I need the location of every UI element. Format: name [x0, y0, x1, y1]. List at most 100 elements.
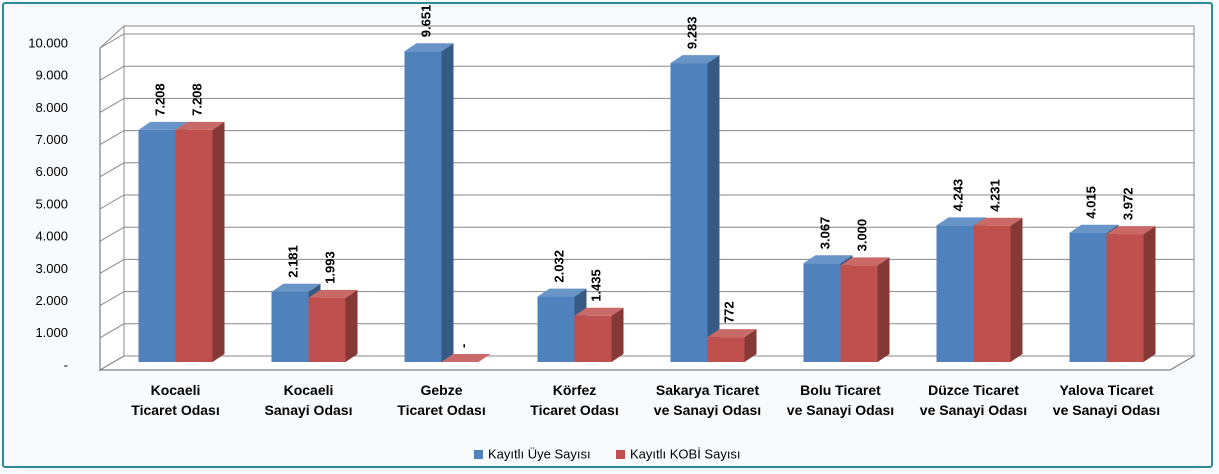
- bar-top: [138, 121, 188, 130]
- bar-top: [404, 43, 454, 52]
- bar: [707, 329, 757, 362]
- y-tick-label: 10.000: [28, 35, 68, 50]
- x-tick-label: Körfez Ticaret Odası: [530, 382, 619, 418]
- bar: [441, 354, 491, 362]
- grid-line: [99, 226, 1194, 242]
- y-tick-label: 6.000: [35, 164, 68, 179]
- bar-top: [707, 329, 757, 338]
- bar: [574, 307, 624, 362]
- bar-side: [877, 257, 890, 362]
- grid-line: [99, 130, 1194, 146]
- y-tick-label: 2.000: [35, 293, 68, 308]
- bar-front: [803, 263, 841, 362]
- grid-line: [99, 65, 1194, 81]
- y-tick-label: -: [64, 357, 68, 372]
- value-label: 2.181: [285, 245, 300, 278]
- x-tick-label: Kocaeli Ticaret Odası: [131, 382, 220, 418]
- value-label: 7.208: [189, 83, 204, 116]
- grid-line: [99, 97, 1194, 113]
- bar-front: [1069, 232, 1107, 362]
- bar-front: [308, 297, 346, 362]
- x-tick-label: Sakarya Ticaret ve Sanayi Odası: [653, 382, 762, 418]
- value-label: 9.651: [418, 5, 433, 38]
- bar-front: [574, 315, 612, 362]
- bar-top: [308, 289, 358, 298]
- bar-side: [441, 43, 454, 363]
- bar-side: [212, 121, 225, 362]
- y-tick-label: 3.000: [35, 261, 68, 276]
- bar-front: [670, 63, 708, 362]
- value-label: 4.015: [1083, 186, 1098, 219]
- value-label: 3.067: [817, 217, 832, 250]
- x-tick-label: Düzce Ticaret ve Sanayi Odası: [919, 382, 1028, 418]
- bar-front: [840, 265, 878, 362]
- value-label: 4.243: [950, 179, 965, 212]
- value-label: 3.972: [1120, 188, 1135, 221]
- x-tick-label: Kocaeli Sanayi Odası: [264, 382, 353, 418]
- x-tick-label: Gebze Ticaret Odası: [397, 382, 486, 418]
- grid-line: [99, 162, 1194, 178]
- bar: [308, 289, 358, 362]
- x-tick-label: Yalova Ticaret ve Sanayi Odası: [1052, 382, 1161, 418]
- value-label: 772: [721, 301, 736, 323]
- bar-side: [345, 289, 358, 362]
- bar-side: [1143, 226, 1156, 362]
- value-label: 1.435: [588, 269, 603, 302]
- y-tick-label: 4.000: [35, 229, 68, 244]
- bar: [175, 121, 225, 362]
- bar-front: [936, 225, 974, 362]
- legend-swatch: [616, 450, 625, 459]
- bar-side: [1010, 217, 1023, 362]
- value-label: 1.993: [322, 251, 337, 284]
- bar: [404, 43, 454, 363]
- bar-side: [707, 55, 720, 362]
- bar-front: [175, 129, 213, 362]
- bar-top: [537, 288, 587, 297]
- bar: [670, 55, 720, 362]
- bar-front: [707, 337, 745, 362]
- bar-side: [611, 307, 624, 362]
- value-label: -: [455, 344, 470, 348]
- legend-label: Kayıtlı KOBİ Sayısı: [630, 446, 741, 461]
- value-label: 3.000: [854, 219, 869, 252]
- bar-top: [271, 283, 321, 292]
- bar-top: [1106, 226, 1156, 235]
- floor: [98, 355, 1196, 371]
- value-label: 2.032: [551, 250, 566, 283]
- bar-front: [973, 225, 1011, 362]
- bar: [840, 257, 890, 362]
- value-label: 4.231: [987, 179, 1002, 212]
- bar-top: [574, 307, 624, 316]
- bar: [1106, 226, 1156, 362]
- y-tick-label: 7.000: [35, 132, 68, 147]
- x-tick-label: Bolu Ticaret ve Sanayi Odası: [786, 382, 895, 418]
- bar-top: [441, 354, 491, 362]
- legend-swatch: [474, 450, 483, 459]
- bar: [973, 217, 1023, 362]
- bar-top: [670, 55, 720, 64]
- bar-front: [537, 296, 575, 362]
- value-label: 9.283: [684, 17, 699, 50]
- bar-front: [1106, 234, 1144, 362]
- grid-line: [99, 194, 1194, 210]
- value-label: 7.208: [152, 83, 167, 116]
- y-tick-label: 9.000: [35, 68, 68, 83]
- bar-top: [175, 121, 225, 130]
- bar-top: [840, 257, 890, 266]
- bar-top: [1069, 224, 1119, 233]
- grid-line: [99, 33, 1194, 49]
- bar-front: [138, 129, 176, 362]
- y-tick-label: 5.000: [35, 196, 68, 211]
- y-tick-label: 8.000: [35, 100, 68, 115]
- legend-label: Kayıtlı Üye Sayısı: [488, 446, 591, 461]
- bar-top: [803, 255, 853, 264]
- bar-front: [404, 51, 442, 363]
- frame: [2, 2, 1213, 468]
- bar-front: [271, 291, 309, 362]
- bar-top: [973, 217, 1023, 226]
- bar-top: [936, 217, 986, 226]
- bar-side: [744, 329, 757, 362]
- y-tick-label: 1.000: [35, 325, 68, 340]
